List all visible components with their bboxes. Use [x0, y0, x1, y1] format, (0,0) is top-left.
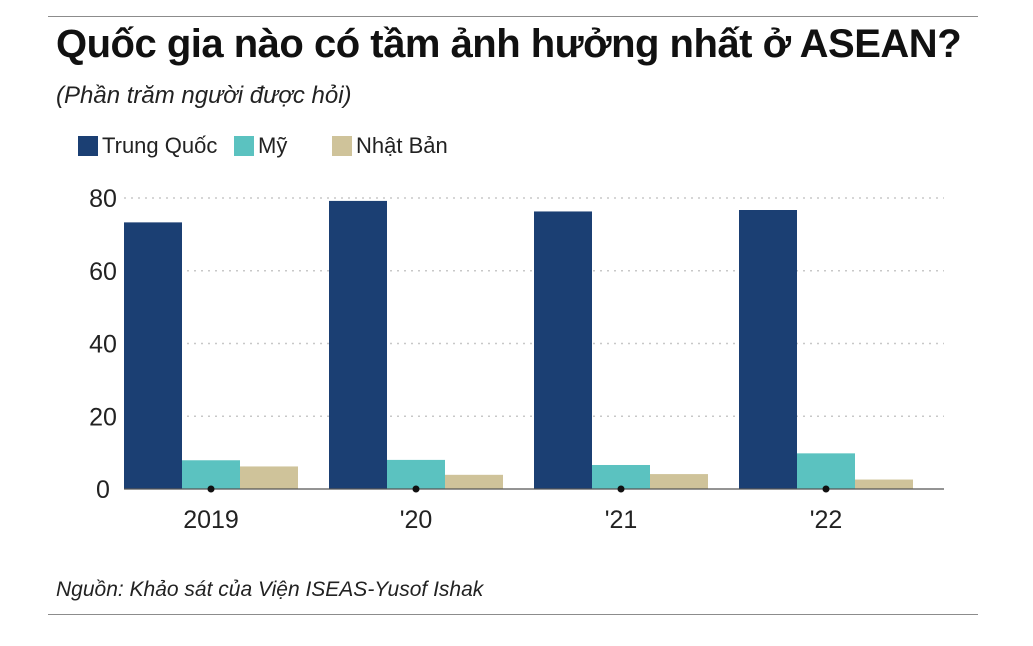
y-tick-label-80: 80: [89, 185, 117, 213]
x-tick-label-2: '21: [605, 506, 638, 534]
y-tick-label-60: 60: [89, 258, 117, 286]
x-tick-label-0: 2019: [183, 506, 239, 534]
bottom-rule: [48, 614, 978, 615]
bar-my-3: [797, 453, 855, 489]
bar-nhat-ban-2: [650, 474, 708, 489]
x-tick-mark-1: [412, 485, 420, 493]
bar-nhat-ban-0: [240, 466, 298, 489]
legend-item-trung-quoc: Trung Quốc: [78, 132, 217, 160]
legend-swatch-trung-quoc: [78, 136, 98, 156]
bar-my-0: [182, 460, 240, 489]
y-tick-label-20: 20: [89, 403, 117, 431]
x-tick-label-1: '20: [400, 506, 433, 534]
bar-my-1: [387, 459, 445, 489]
y-axis-ticks: 0 20 40 60 80: [89, 185, 117, 504]
legend-item-nhat-ban: Nhật Bản: [332, 132, 448, 160]
bars: [124, 200, 913, 490]
x-tick-label-3: '22: [810, 506, 843, 534]
y-tick-label-40: 40: [89, 331, 117, 359]
legend-label-my: Mỹ: [258, 133, 288, 158]
source-note: Nguồn: Khảo sát của Viện ISEAS-Yusof Ish…: [56, 578, 484, 601]
legend-item-my: Mỹ: [234, 132, 287, 160]
top-rule: [48, 16, 978, 17]
bar-trung-quoc-3: [739, 210, 797, 489]
y-tick-label-0: 0: [96, 476, 110, 504]
x-tick-mark-3: [822, 485, 830, 493]
bar-trung-quoc-2: [534, 211, 592, 490]
bar-trung-quoc-0: [124, 222, 182, 489]
x-tick-mark-2: [617, 485, 625, 493]
legend-label-trung-quoc: Trung Quốc: [102, 133, 218, 158]
legend-swatch-my: [234, 136, 254, 156]
chart-subtitle: (Phần trăm người được hỏi): [56, 82, 352, 109]
bar-nhat-ban-3: [855, 479, 913, 489]
legend-swatch-nhat-ban: [332, 136, 352, 156]
legend-label-nhat-ban: Nhật Bản: [356, 133, 448, 158]
bar-my-2: [592, 464, 650, 489]
chart-title: Quốc gia nào có tầm ảnh hưởng nhất ở ASE…: [56, 22, 962, 66]
bar-nhat-ban-1: [445, 474, 503, 489]
x-axis-ticks: 2019 '20 '21 '22: [183, 485, 843, 534]
bar-trung-quoc-1: [329, 200, 387, 489]
x-tick-mark-0: [207, 485, 215, 493]
